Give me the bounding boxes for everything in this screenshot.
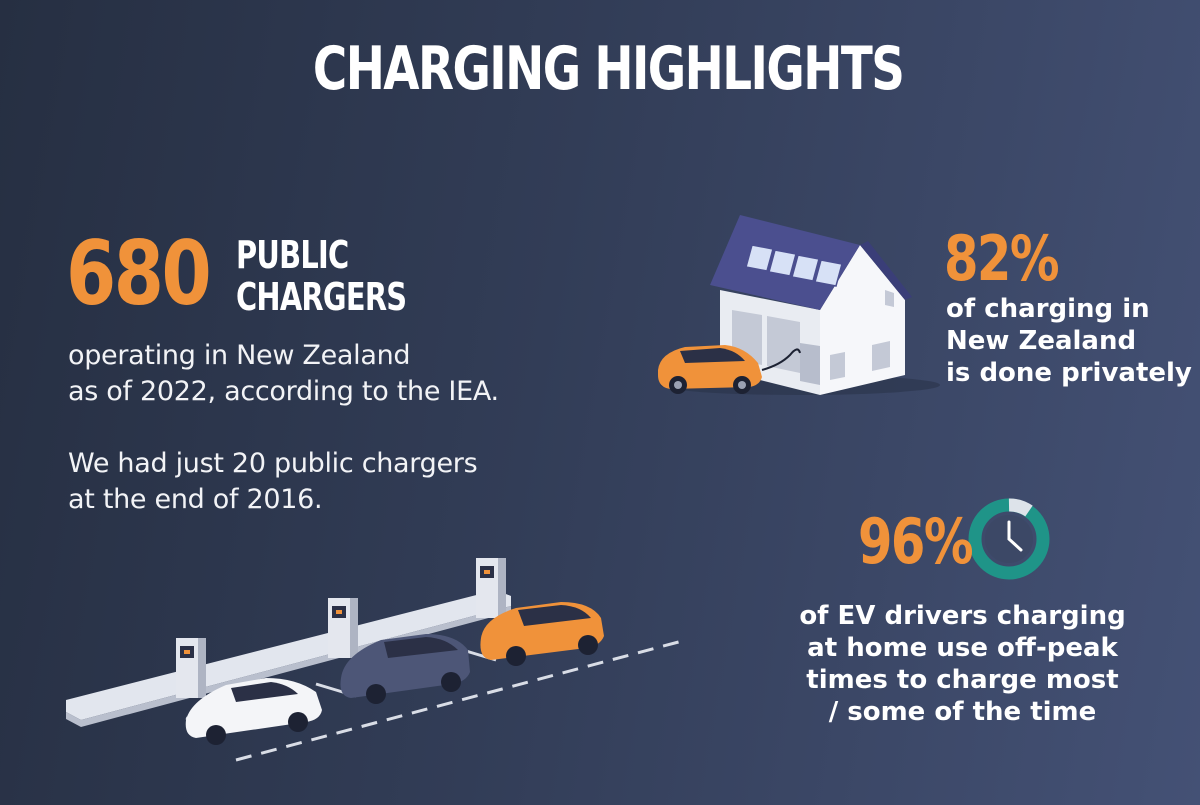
note-line1: We had just 20 public chargers (68, 448, 478, 479)
off-peak-percent: 96% (858, 505, 974, 578)
private-charging-description: of charging in New Zealand is done priva… (946, 293, 1192, 389)
charger-3 (476, 558, 506, 618)
off-peak-line4: / some of the time (828, 697, 1097, 727)
off-peak-line2: at home use off-peak (807, 633, 1118, 663)
orange-ev-car-parked (480, 602, 604, 666)
off-peak-line3: times to charge most (806, 665, 1119, 695)
public-chargers-number: 680 (66, 222, 212, 325)
private-line1: of charging in (946, 294, 1150, 324)
clock-icon (968, 498, 1050, 580)
description-line2: as of 2022, according to the IEA. (68, 376, 499, 407)
off-peak-line1: of EV drivers charging (799, 601, 1126, 631)
private-charging-percent: 82% (944, 222, 1060, 295)
public-chargers-label: PUBLIC CHARGERS (236, 233, 407, 319)
description-line1: operating in New Zealand (68, 340, 411, 371)
private-line2: New Zealand (946, 326, 1137, 356)
private-line3: is done privately (946, 358, 1192, 388)
public-chargers-description: operating in New Zealand as of 2022, acc… (68, 338, 499, 410)
off-peak-description: of EV drivers charging at home use off-p… (790, 600, 1135, 728)
orange-ev-car (658, 345, 762, 394)
public-chargers-label-line2: CHARGERS (236, 275, 407, 319)
page-title: CHARGING HIGHLIGHTS (312, 34, 905, 104)
house-with-solar-panels-icon (658, 215, 940, 395)
charger-1 (176, 638, 206, 698)
ev-charging-station-illustration (66, 558, 687, 762)
white-ev-car (185, 678, 322, 745)
blue-ev-car (340, 634, 470, 704)
solar-panels (745, 244, 843, 287)
charger-2 (328, 598, 358, 658)
public-chargers-note: We had just 20 public chargers at the en… (68, 446, 478, 518)
note-line2: at the end of 2016. (68, 484, 323, 515)
public-chargers-label-line1: PUBLIC (236, 233, 349, 277)
